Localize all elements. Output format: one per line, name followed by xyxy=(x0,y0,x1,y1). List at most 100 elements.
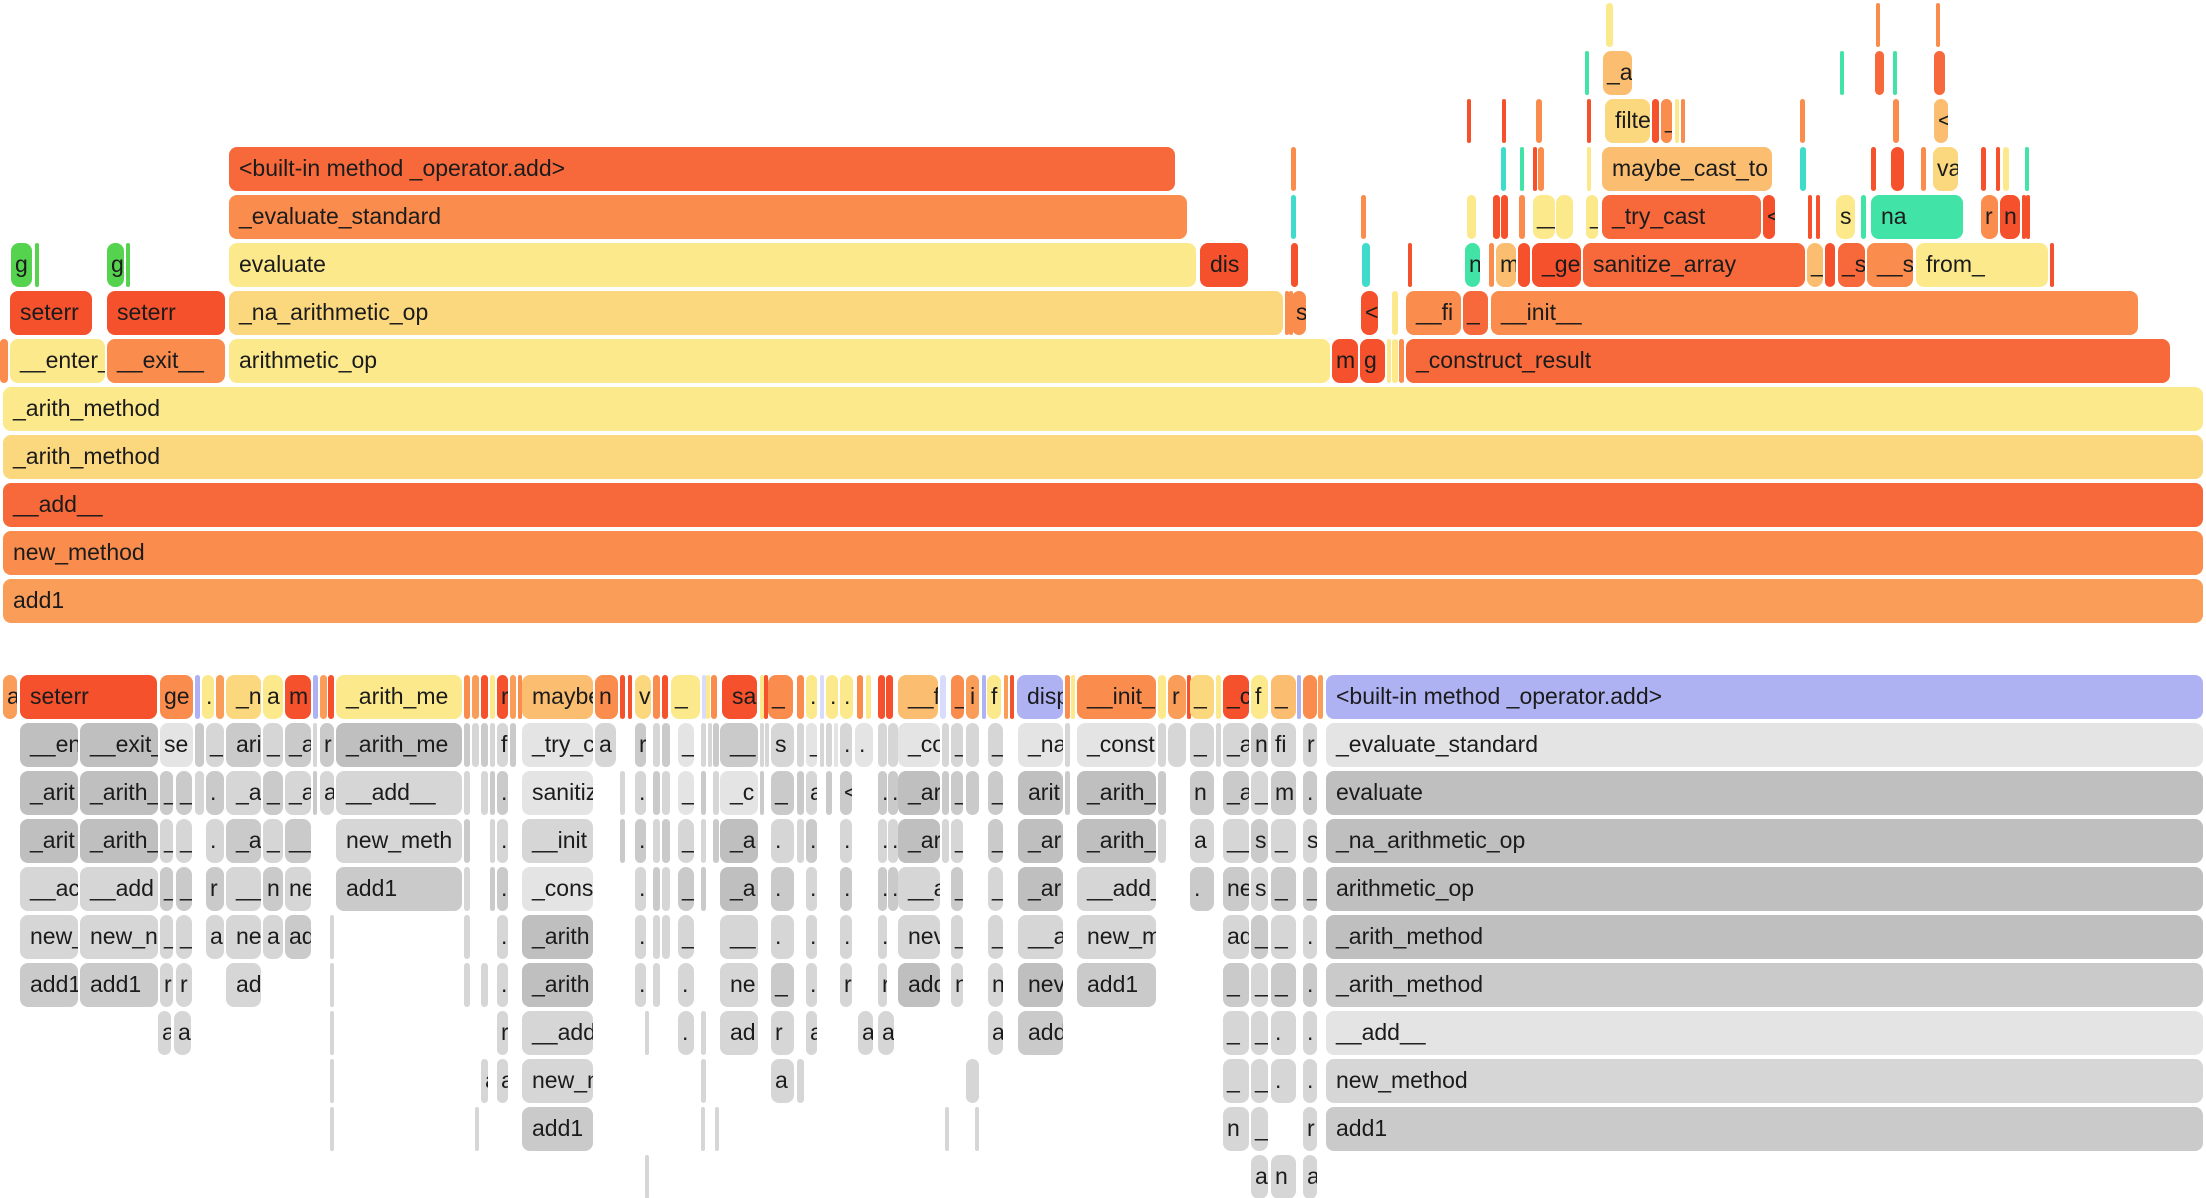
flame-frame[interactable] xyxy=(1606,3,1613,47)
sandwich-frame-a[interactable]: a xyxy=(206,915,224,959)
sandwich-frame-__add[interactable]: __add xyxy=(522,1011,593,1055)
sandwich-header-frame-_[interactable]: _ xyxy=(671,675,700,719)
sandwich-frame-_arith[interactable]: _arith xyxy=(522,963,593,1007)
sandwich-frame[interactable] xyxy=(653,915,660,959)
sandwich-frame[interactable] xyxy=(1216,723,1221,767)
flame-frame-_arith_method[interactable]: _arith_method xyxy=(3,435,2203,479)
sandwich-header-frame-disp[interactable]: disp xyxy=(1017,675,1063,719)
sandwich-frame-_arith_[interactable]: _arith_ xyxy=(1077,819,1156,863)
sandwich-frame-[interactable]: . xyxy=(840,867,852,911)
sandwich-frame-ari[interactable]: ari xyxy=(226,723,261,767)
sandwich-frame-f[interactable]: f xyxy=(497,723,508,767)
sandwich-header-frame[interactable] xyxy=(490,675,495,719)
sandwich-header-frame-[interactable]: . xyxy=(806,675,817,719)
sandwich-frame-n[interactable]: n xyxy=(1271,1155,1296,1198)
sandwich-frame[interactable] xyxy=(701,1107,705,1151)
sandwich-frame-a[interactable]: a xyxy=(988,1011,1003,1055)
sandwich-frame-_a[interactable]: _a xyxy=(226,771,261,815)
sandwich-frame-_arith[interactable]: _arith xyxy=(522,915,593,959)
sandwich-frame-[interactable]: . xyxy=(840,723,852,767)
sandwich-frame-arit[interactable]: arit xyxy=(1018,771,1063,815)
sandwich-frame[interactable] xyxy=(510,723,516,767)
sandwich-frame-_arith_me[interactable]: _arith_me xyxy=(336,723,462,767)
sandwich-frame-[interactable]: . xyxy=(635,819,646,863)
sandwich-frame[interactable] xyxy=(620,819,625,863)
sandwich-frame-_[interactable]: _ xyxy=(988,771,1003,815)
sandwich-frame[interactable] xyxy=(765,723,769,767)
sandwich-frame-_[interactable]: _ xyxy=(1303,867,1317,911)
sandwich-header-frame[interactable] xyxy=(1297,675,1301,719)
sandwich-frame-[interactable]: . xyxy=(1303,963,1317,1007)
sandwich-frame-[interactable]: . xyxy=(840,915,852,959)
sandwich-header-frame[interactable] xyxy=(878,675,885,719)
sandwich-frame[interactable] xyxy=(878,723,887,767)
sandwich-header-frame[interactable] xyxy=(328,675,334,719)
sandwich-frame-[interactable]: . xyxy=(806,963,817,1007)
sandwich-frame-r[interactable]: r xyxy=(878,963,887,1007)
sandwich-frame[interactable] xyxy=(1065,723,1070,767)
sandwich-frame-_[interactable]: _ xyxy=(1251,1107,1268,1151)
sandwich-header-frame-sa[interactable]: sa xyxy=(722,675,757,719)
sandwich-frame-_[interactable]: _ xyxy=(988,723,1003,767)
flame-frame-[interactable]: < xyxy=(1763,195,1775,239)
sandwich-frame-nev[interactable]: nev xyxy=(898,915,940,959)
sandwich-frame-a[interactable]: a xyxy=(878,1011,894,1055)
sandwich-frame-_[interactable]: _ xyxy=(771,963,794,1007)
flame-frame-sanitize_array[interactable]: sanitize_array xyxy=(1583,243,1805,287)
sandwich-frame-_na_arithmetic_op[interactable]: _na_arithmetic_op xyxy=(1326,819,2203,863)
sandwich-frame-nev[interactable]: nev xyxy=(1018,963,1063,1007)
sandwich-frame[interactable] xyxy=(662,867,670,911)
flame-frame[interactable] xyxy=(1520,147,1524,191)
sandwich-frame-[interactable]: . xyxy=(888,771,898,815)
sandwich-frame-_[interactable]: _ xyxy=(678,819,694,863)
sandwich-frame[interactable] xyxy=(713,723,719,767)
sandwich-frame[interactable] xyxy=(464,867,470,911)
sandwich-frame-s[interactable]: s xyxy=(771,723,794,767)
flame-frame[interactable] xyxy=(1893,99,1899,143)
flame-frame[interactable] xyxy=(2022,195,2026,239)
sandwich-frame-ne[interactable]: ne xyxy=(1223,867,1249,911)
sandwich-frame-r[interactable]: r xyxy=(176,963,192,1007)
sandwich-frame-[interactable]: . xyxy=(1303,1011,1317,1055)
sandwich-header-frame-r[interactable]: r xyxy=(1168,675,1186,719)
sandwich-frame-[interactable]: . xyxy=(878,915,887,959)
flame-frame-g[interactable]: g xyxy=(11,243,32,287)
sandwich-frame-__en[interactable]: __en xyxy=(20,723,78,767)
flame-frame[interactable] xyxy=(1936,3,1940,47)
flame-frame[interactable] xyxy=(1808,195,1812,239)
flame-frame[interactable] xyxy=(0,339,8,383)
sandwich-frame[interactable] xyxy=(330,963,334,1007)
sandwich-frame-_[interactable]: _. xyxy=(206,723,224,767)
sandwich-header-frame[interactable] xyxy=(464,675,470,719)
sandwich-frame[interactable] xyxy=(966,723,979,767)
sandwich-frame-ne[interactable]: ne xyxy=(720,963,758,1007)
flame-frame[interactable] xyxy=(1871,147,1876,191)
flame-frame-_[interactable]: _ xyxy=(1807,243,1823,287)
sandwich-header-frame-_c[interactable]: _c xyxy=(1223,675,1249,719)
sandwich-frame-_a[interactable]: _a xyxy=(285,723,311,767)
sandwich-frame-s[interactable]: s xyxy=(1251,819,1268,863)
sandwich-frame-_[interactable]: _ xyxy=(678,771,694,815)
sandwich-frame[interactable] xyxy=(713,819,719,863)
sandwich-frame[interactable] xyxy=(713,771,719,815)
sandwich-frame-__[interactable]: __ xyxy=(720,915,758,959)
flame-frame[interactable] xyxy=(1981,147,1986,191)
sandwich-frame-r[interactable]: r xyxy=(497,1011,508,1055)
sandwich-frame-new_meth[interactable]: new_meth xyxy=(336,819,462,863)
flame-frame-va[interactable]: va xyxy=(1933,147,1958,191)
sandwich-frame[interactable] xyxy=(701,771,706,815)
sandwich-frame-[interactable]: . xyxy=(497,915,508,959)
sandwich-frame-r[interactable]: r xyxy=(1303,723,1317,767)
sandwich-header-frame[interactable] xyxy=(764,675,768,719)
sandwich-frame-_a[interactable]: _a xyxy=(285,771,311,815)
sandwich-frame-[interactable]: . xyxy=(771,915,794,959)
sandwich-frame-add1[interactable]: add1 xyxy=(336,867,462,911)
flame-frame[interactable] xyxy=(1825,243,1835,287)
sandwich-frame-[interactable]: . xyxy=(635,963,646,1007)
flame-frame-_arith_method[interactable]: _arith_method xyxy=(3,387,2203,431)
sandwich-frame-add1[interactable]: add1 xyxy=(20,963,78,1007)
sandwich-header-frame[interactable] xyxy=(760,675,764,719)
sandwich-header-frame-[interactable]: . xyxy=(840,675,853,719)
sandwich-header-frame[interactable] xyxy=(711,675,717,719)
sandwich-frame-[interactable]: . xyxy=(878,819,887,863)
